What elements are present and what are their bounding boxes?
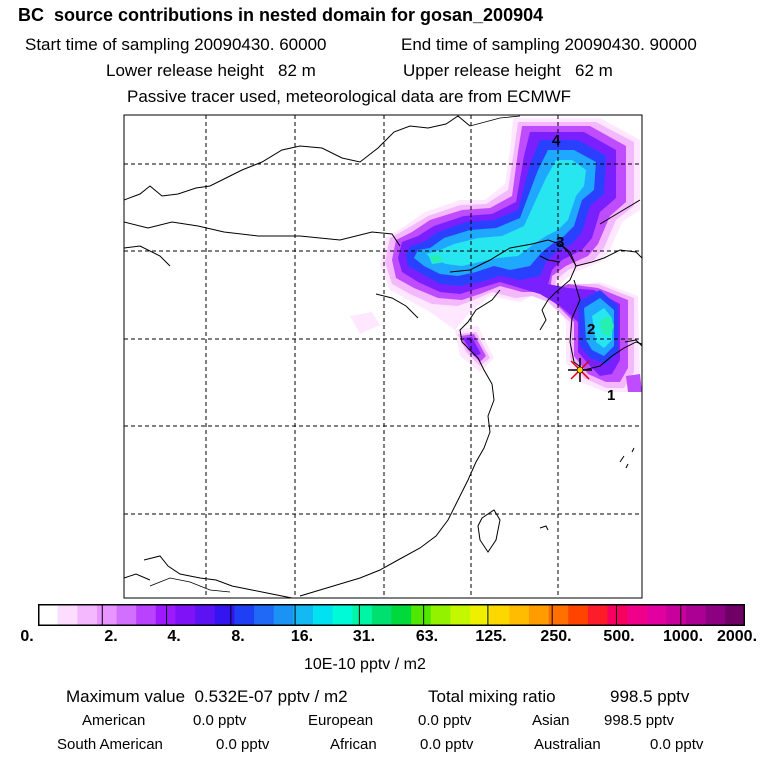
colorbar-swatch: [38, 604, 59, 626]
upper-release-height-label: Upper release height 62 m: [403, 61, 613, 80]
colorbar-swatch: [352, 604, 373, 626]
colorbar-swatch: [116, 604, 137, 626]
colorbar-swatch: [725, 604, 745, 626]
colorbar-tick: 4.: [167, 628, 181, 645]
colorbar-swatch: [273, 604, 294, 626]
colorbar-swatch: [470, 604, 491, 626]
colorbar-swatch: [96, 604, 118, 626]
start-time-label: Start time of sampling 20090430. 60000: [25, 35, 327, 54]
tracer-info-label: Passive tracer used, meteorological data…: [127, 87, 572, 106]
colorbar-swatch: [686, 604, 707, 626]
colorbar-swatch: [155, 604, 176, 626]
colorbar-swatch: [568, 604, 589, 626]
colorbar-swatch: [371, 604, 392, 626]
borders: [149, 115, 577, 593]
colorbar-swatch: [666, 604, 687, 626]
south-american-label: South American: [57, 736, 163, 753]
south-american-value: 0.0 pptv: [216, 736, 270, 753]
colorbar-tick: 250.: [540, 628, 572, 645]
colorbar-swatch: [57, 604, 78, 626]
trajectory-label-3: 3: [556, 234, 564, 251]
coastlines: [124, 115, 642, 598]
trajectory-label-2: 2: [587, 321, 595, 338]
american-value: 0.0 pptv: [193, 712, 247, 729]
total-mixing-ratio-value: 998.5 pptv: [610, 687, 690, 706]
colorbar-swatch: [627, 604, 648, 626]
colorbar-swatch: [528, 604, 550, 626]
colorbar-swatch: [430, 604, 451, 626]
colorbar-tick: 1000.: [662, 628, 704, 645]
colorbar-tick: 2000.: [716, 628, 758, 645]
trajectory-label-4: 4: [552, 132, 561, 149]
plume-green: [430, 255, 614, 336]
plot-title: BC source contributions in nested domain…: [18, 5, 544, 25]
colorbar-swatch: [136, 604, 157, 626]
star-icon: [568, 358, 592, 382]
asian-label: Asian: [532, 712, 570, 729]
colorbar-frame: [38, 604, 745, 626]
colorbar: [38, 604, 745, 626]
colorbar-swatch: [77, 604, 98, 626]
colorbar-unit-label: 10E-10 pptv / m2: [304, 656, 426, 673]
colorbar-swatch: [587, 604, 609, 626]
australian-value: 0.0 pptv: [650, 736, 704, 753]
colorbar-tick: 16.: [290, 628, 314, 645]
colorbar-swatch: [214, 604, 235, 626]
total-mixing-ratio-label: Total mixing ratio: [428, 687, 556, 706]
european-label: European: [308, 712, 374, 729]
asian-value: 998.5 pptv: [604, 712, 675, 729]
colorbar-swatch: [705, 604, 726, 626]
colorbar-tick: 31.: [352, 628, 376, 645]
colorbar-swatch: [332, 604, 353, 626]
colorbar-swatch: [254, 604, 275, 626]
colorbar-swatch: [548, 604, 569, 626]
colorbar-swatch: [175, 604, 196, 626]
american-label: American: [82, 712, 146, 729]
maximum-value-label: Maximum value 0.532E-07 pptv / m2: [66, 687, 348, 706]
african-label: African: [330, 736, 377, 753]
colorbar-swatch: [509, 604, 530, 626]
trajectory-label-1: 1: [607, 387, 615, 404]
colorbar-swatch: [489, 604, 510, 626]
colorbar-swatch: [411, 604, 432, 626]
colorbar-swatch: [234, 604, 255, 626]
colorbar-swatch: [312, 604, 334, 626]
map-frame: [123, 114, 643, 599]
colorbar-tick: 0.: [20, 628, 34, 645]
colorbar-swatch: [450, 604, 471, 626]
colorbar-swatch: [607, 604, 628, 626]
colorbar-tick: 125.: [475, 628, 507, 645]
lower-release-height-label: Lower release height 82 m: [106, 61, 316, 80]
european-value: 0.0 pptv: [418, 712, 472, 729]
grid-lines: [124, 115, 642, 598]
african-value: 0.0 pptv: [420, 736, 474, 753]
australian-label: Australian: [534, 736, 601, 753]
colorbar-tick: 2.: [104, 628, 118, 645]
colorbar-swatch: [646, 604, 667, 626]
colorbar-swatch: [195, 604, 216, 626]
colorbar-swatch: [293, 604, 314, 626]
colorbar-tick: 8.: [231, 628, 245, 645]
end-time-label: End time of sampling 20090430. 90000: [401, 35, 697, 54]
colorbar-tick: 63.: [415, 628, 439, 645]
colorbar-tick: 500.: [603, 628, 635, 645]
colorbar-swatch: [391, 604, 412, 626]
